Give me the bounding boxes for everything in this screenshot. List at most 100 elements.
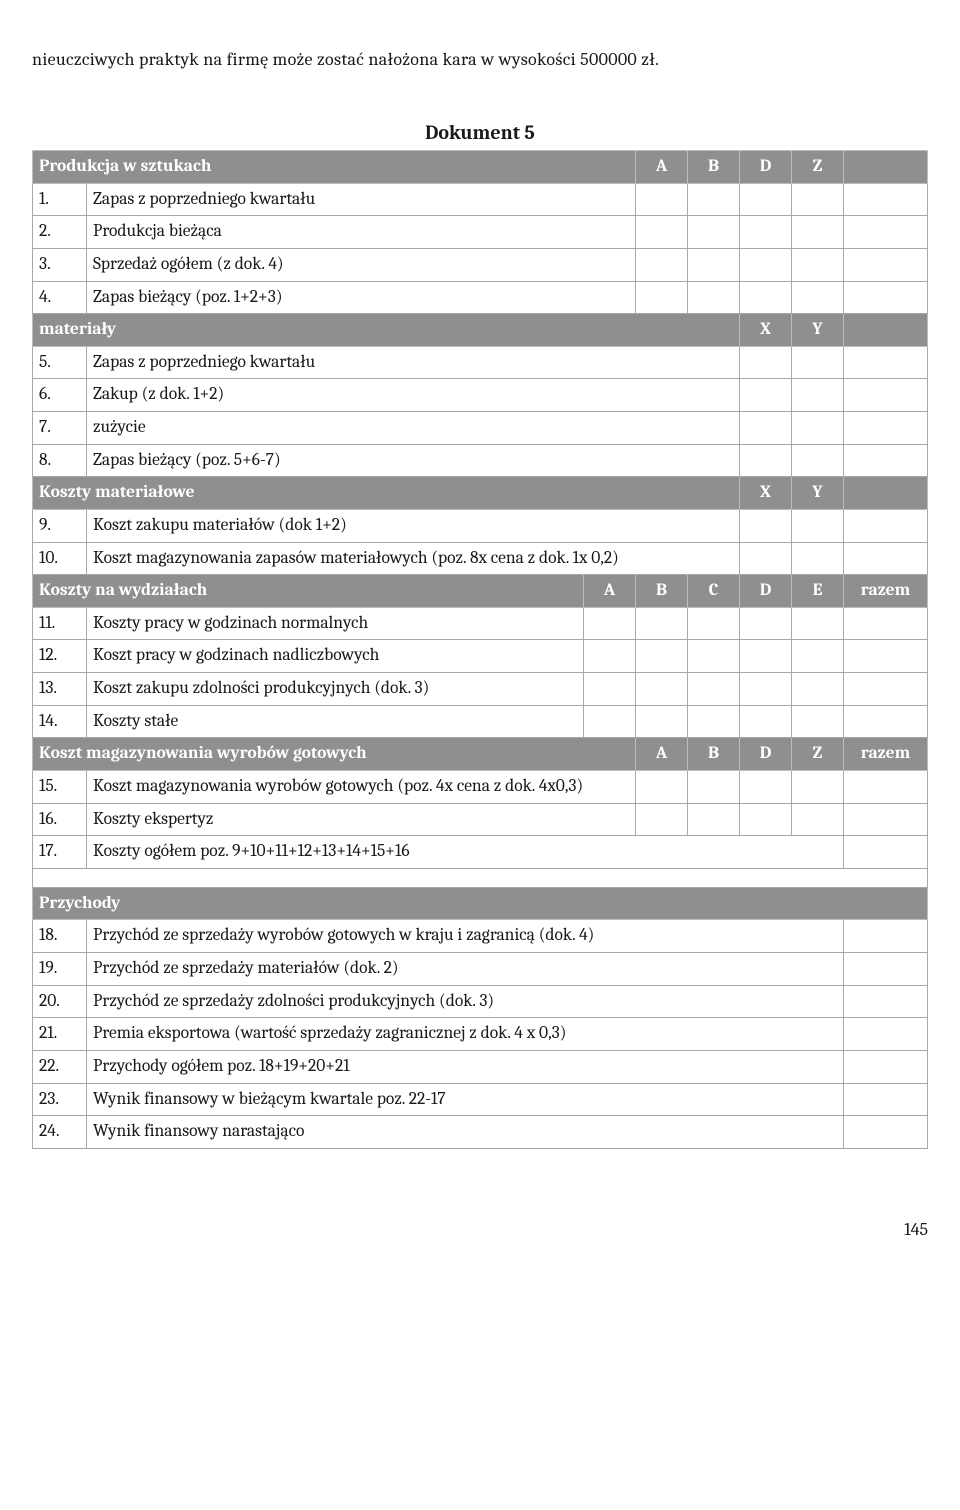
row-num: 1. — [33, 183, 87, 216]
page-number: 145 — [32, 1219, 928, 1240]
table-row: 18.Przychód ze sprzedaży wyrobów gotowyc… — [33, 920, 928, 953]
col-header: razem — [844, 575, 928, 608]
section-header-3: Koszty materiałowe X Y — [33, 477, 928, 510]
row-num: 24. — [33, 1116, 87, 1149]
row-desc: Koszty ogółem poz. 9+10+11+12+13+14+15+1… — [87, 836, 844, 869]
table-row: 13.Koszt zakupu zdolności produkcyjnych … — [33, 673, 928, 706]
row-desc: Zapas bieżący (poz. 1+2+3) — [87, 281, 636, 314]
col-header: Y — [792, 477, 844, 510]
row-num: 12. — [33, 640, 87, 673]
row-num: 7. — [33, 412, 87, 445]
row-desc: Przychód ze sprzedaży zdolności produkcy… — [87, 985, 844, 1018]
row-num: 11. — [33, 607, 87, 640]
row-num: 18. — [33, 920, 87, 953]
table-row: 23.Wynik finansowy w bieżącym kwartale p… — [33, 1083, 928, 1116]
row-desc: Zapas z poprzedniego kwartału — [87, 346, 740, 379]
col-header: A — [636, 151, 688, 184]
row-num: 16. — [33, 803, 87, 836]
section-label: Koszty na wydziałach — [33, 575, 584, 608]
section-label: Przychody — [33, 887, 928, 920]
row-num: 22. — [33, 1050, 87, 1083]
row-desc: Premia eksportowa (wartość sprzedaży zag… — [87, 1018, 844, 1051]
table-row: 19.Przychód ze sprzedaży materiałów (dok… — [33, 953, 928, 986]
row-desc: Zakup (z dok. 1+2) — [87, 379, 740, 412]
row-num: 5. — [33, 346, 87, 379]
section-label: materiały — [33, 314, 740, 347]
col-header: B — [636, 575, 688, 608]
row-desc: Wynik finansowy narastająco — [87, 1116, 844, 1149]
row-num: 19. — [33, 953, 87, 986]
document-title: Dokument 5 — [32, 121, 928, 144]
row-desc: Produkcja bieżąca — [87, 216, 636, 249]
row-desc: Koszt zakupu materiałów (dok 1+2) — [87, 509, 740, 542]
table-row: 17.Koszty ogółem poz. 9+10+11+12+13+14+1… — [33, 836, 928, 869]
row-num: 2. — [33, 216, 87, 249]
row-num: 4. — [33, 281, 87, 314]
col-header: Z — [792, 151, 844, 184]
row-desc: Koszty stałe — [87, 705, 584, 738]
row-num: 13. — [33, 673, 87, 706]
table-row: 20.Przychód ze sprzedaży zdolności produ… — [33, 985, 928, 1018]
col-header: A — [583, 575, 635, 608]
table-row: 7.zużycie — [33, 412, 928, 445]
row-desc: Koszt pracy w godzinach nadliczbo­wych — [87, 640, 584, 673]
col-header: Z — [792, 738, 844, 771]
section-header-2: materiały X Y — [33, 314, 928, 347]
col-header: B — [688, 151, 740, 184]
row-num: 9. — [33, 509, 87, 542]
row-num: 20. — [33, 985, 87, 1018]
table-row: 2.Produkcja bieżąca — [33, 216, 928, 249]
table-row: 22.Przychody ogółem poz. 18+19+20+21 — [33, 1050, 928, 1083]
row-desc: Wynik finansowy w bieżącym kwartale poz.… — [87, 1083, 844, 1116]
col-header — [844, 314, 928, 347]
row-desc: Koszt magazynowania zapasów materiałowyc… — [87, 542, 740, 575]
row-desc: zużycie — [87, 412, 740, 445]
col-header: X — [740, 477, 792, 510]
section-label: Koszty materiałowe — [33, 477, 740, 510]
table-row: 10.Koszt magazynowania zapasów materiało… — [33, 542, 928, 575]
table-row: 6.Zakup (z dok. 1+2) — [33, 379, 928, 412]
col-header: D — [740, 575, 792, 608]
table-row: 8.Zapas bieżący (poz. 5+6-7) — [33, 444, 928, 477]
row-desc: Koszt magazynowania wyrobów gotowych (po… — [87, 770, 636, 803]
row-num: 14. — [33, 705, 87, 738]
section-label: Produkcja w sztukach — [33, 151, 636, 184]
table-row: 11.Koszty pracy w godzinach normalnych — [33, 607, 928, 640]
section-header-1: Produkcja w sztukach A B D Z — [33, 151, 928, 184]
spacer-row — [33, 868, 928, 887]
table-row: 9.Koszt zakupu materiałów (dok 1+2) — [33, 509, 928, 542]
row-desc: Przychód ze sprzedaży materiałów (dok. 2… — [87, 953, 844, 986]
table-row: 1.Zapas z poprzedniego kwartału — [33, 183, 928, 216]
col-header: X — [740, 314, 792, 347]
row-num: 21. — [33, 1018, 87, 1051]
col-header: Y — [792, 314, 844, 347]
row-desc: Zapas bieżący (poz. 5+6-7) — [87, 444, 740, 477]
table-row: 15.Koszt magazynowania wyrobów gotowych … — [33, 770, 928, 803]
col-header: A — [636, 738, 688, 771]
row-desc: Zapas z poprzedniego kwartału — [87, 183, 636, 216]
table-row: 16.Koszty ekspertyz — [33, 803, 928, 836]
row-desc: Koszty pracy w godzinach normalnych — [87, 607, 584, 640]
row-num: 10. — [33, 542, 87, 575]
col-header — [844, 477, 928, 510]
row-num: 15. — [33, 770, 87, 803]
col-header: B — [688, 738, 740, 771]
document-table: Produkcja w sztukach A B D Z 1.Zapas z p… — [32, 150, 928, 1149]
col-header: E — [792, 575, 844, 608]
col-header: razem — [844, 738, 928, 771]
col-header — [844, 151, 928, 184]
table-row: 24.Wynik finansowy narastająco — [33, 1116, 928, 1149]
row-num: 8. — [33, 444, 87, 477]
section-label: Koszt magazynowania wyrobów gotowych — [33, 738, 636, 771]
col-header: D — [740, 151, 792, 184]
row-num: 17. — [33, 836, 87, 869]
row-num: 6. — [33, 379, 87, 412]
section-header-6: Przychody — [33, 887, 928, 920]
table-row: 21.Premia eksportowa (wartość sprzedaży … — [33, 1018, 928, 1051]
section-header-5: Koszt magazynowania wyrobów gotowych A B… — [33, 738, 928, 771]
table-row: 14.Koszty stałe — [33, 705, 928, 738]
row-num: 3. — [33, 248, 87, 281]
col-header: C — [688, 575, 740, 608]
table-row: 4.Zapas bieżący (poz. 1+2+3) — [33, 281, 928, 314]
section-header-4: Koszty na wydziałach A B C D E razem — [33, 575, 928, 608]
